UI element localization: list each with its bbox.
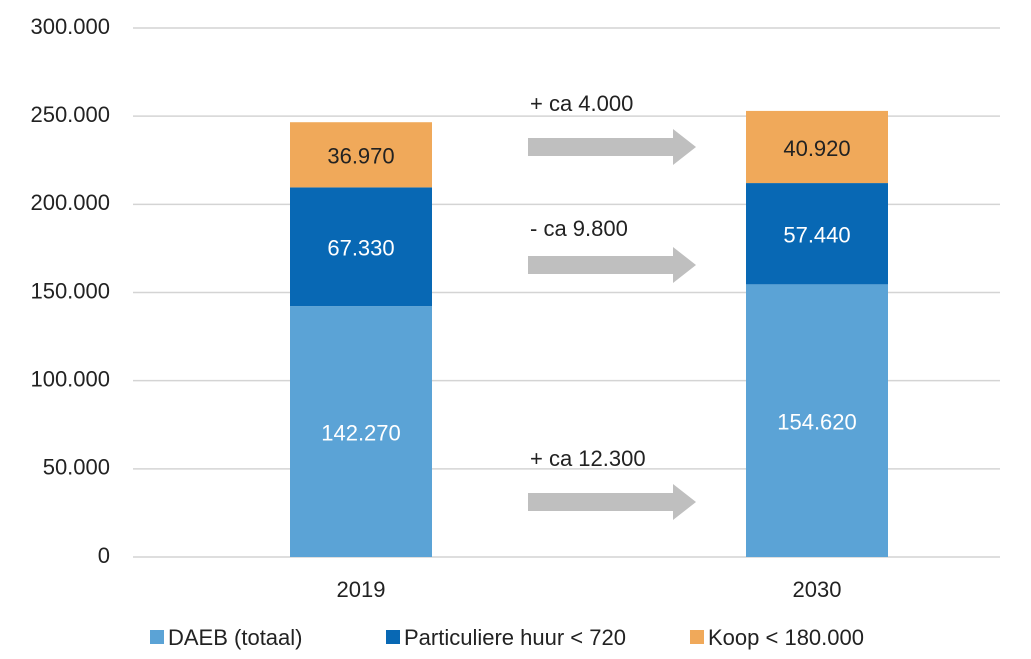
bar-segment (290, 306, 432, 557)
legend-label: Particuliere huur < 720 (404, 625, 626, 650)
data-label: 142.270 (321, 420, 401, 445)
data-label: 40.920 (783, 136, 850, 161)
y-tick-label: 150.000 (30, 278, 110, 303)
y-tick-label: 50.000 (43, 455, 110, 480)
legend-label: DAEB (totaal) (168, 625, 303, 650)
bar-segment (746, 110, 888, 184)
y-tick-label: 0 (98, 543, 110, 568)
data-label: 57.440 (783, 223, 850, 248)
legend-swatch (690, 630, 704, 644)
arrow (528, 247, 696, 283)
bar-segment (746, 183, 888, 285)
annotation: + ca 12.300 (530, 446, 646, 471)
bar-segment (290, 187, 432, 307)
x-tick-label: 2019 (337, 577, 386, 602)
data-label: 154.620 (777, 409, 857, 434)
legend-swatch (150, 630, 164, 644)
y-tick-label: 300.000 (30, 14, 110, 39)
data-label: 36.970 (327, 144, 394, 169)
arrow (528, 129, 696, 165)
legend-label: Koop < 180.000 (708, 625, 864, 650)
annotation: - ca 9.800 (530, 216, 628, 241)
y-tick-label: 250.000 (30, 102, 110, 127)
annotation: + ca 4.000 (530, 91, 633, 116)
bar-segment (290, 122, 432, 188)
y-tick-label: 100.000 (30, 366, 110, 391)
arrow (528, 484, 696, 520)
y-tick-label: 200.000 (30, 190, 110, 215)
legend-swatch (386, 630, 400, 644)
bar-segment (746, 284, 888, 557)
x-tick-label: 2030 (793, 577, 842, 602)
data-label: 67.330 (327, 236, 394, 261)
